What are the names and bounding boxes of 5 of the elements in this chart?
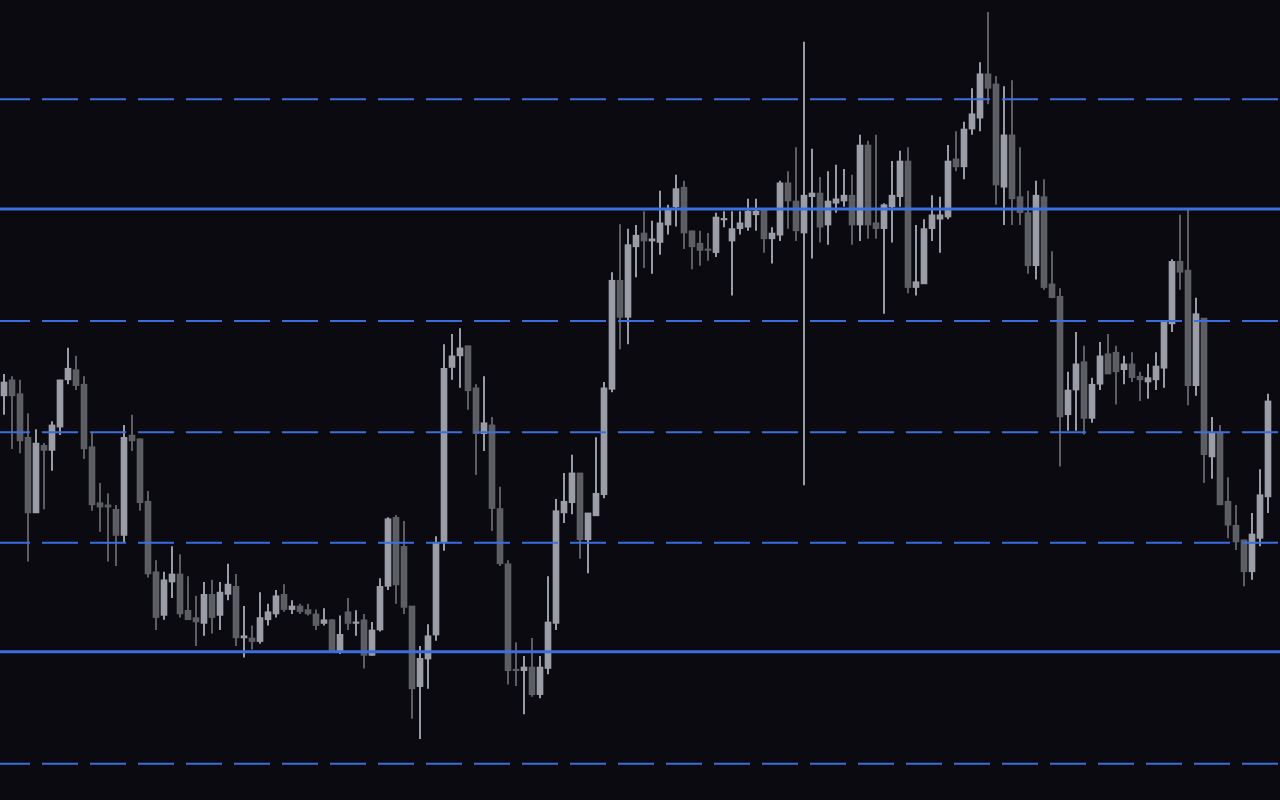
candlestick — [912, 225, 920, 296]
candlestick — [192, 595, 200, 646]
candlestick — [40, 443, 48, 510]
candlestick — [648, 220, 656, 274]
candlestick — [96, 483, 104, 532]
